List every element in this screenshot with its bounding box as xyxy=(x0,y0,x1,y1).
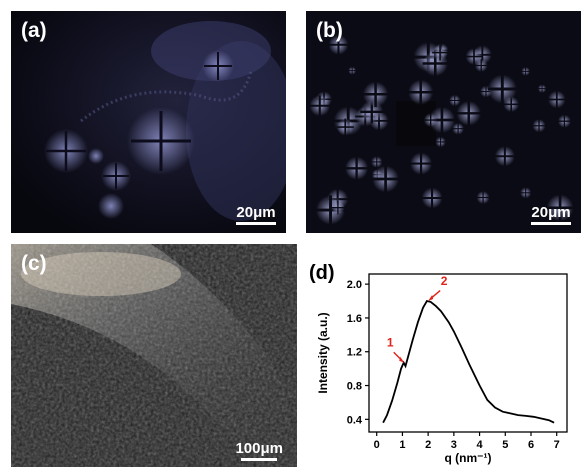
spherulite xyxy=(449,94,461,107)
scale-bar-b-text: 20μm xyxy=(531,204,571,221)
spherulite xyxy=(372,165,400,193)
scale-bar-b: 20μm xyxy=(531,204,571,225)
y-tick-label: 0.8 xyxy=(347,381,362,393)
scale-bar-c-text: 100μm xyxy=(235,440,283,457)
scale-bar-a: 20μm xyxy=(236,204,276,225)
spherulite xyxy=(309,95,331,117)
x-tick-label: 6 xyxy=(528,439,534,451)
x-tick-label: 1 xyxy=(399,439,405,451)
spherulite xyxy=(546,194,574,222)
spherulite xyxy=(452,122,465,135)
y-tick-label: 0.4 xyxy=(347,414,363,426)
panel-a-micrograph: (a) 20μm xyxy=(11,11,286,233)
spherulites-b xyxy=(309,34,574,225)
micrograph-a-image xyxy=(11,11,286,233)
micrograph-c-image xyxy=(11,244,297,467)
spherulite-cluster-a xyxy=(44,50,234,219)
spherulite xyxy=(435,136,446,148)
spherulite xyxy=(456,100,482,126)
spherulite xyxy=(421,187,443,209)
annotation-label: 1 xyxy=(387,336,394,350)
scale-bar-c: 100μm xyxy=(235,440,283,461)
spherulite xyxy=(432,44,448,61)
chart-axes: 0 1 2 3 4 5 6 70.40.81.21.62.0 xyxy=(347,273,568,451)
spherulite xyxy=(494,146,515,167)
spherulite xyxy=(557,114,571,128)
spherulite xyxy=(520,187,532,199)
y-tick-label: 1.2 xyxy=(347,347,362,359)
y-tick-label: 1.6 xyxy=(347,313,362,325)
spherulite xyxy=(423,113,438,127)
scale-bar-b-line xyxy=(531,222,571,225)
spherulite xyxy=(344,156,369,180)
spherulite xyxy=(331,201,345,215)
panel-a-label: (a) xyxy=(21,19,47,42)
micrograph-b-image xyxy=(306,11,581,233)
scale-bar-a-text: 20μm xyxy=(236,204,276,221)
intensity-series-line xyxy=(382,299,555,424)
spherulite xyxy=(521,66,531,76)
y-axis-label: Intensity (a.u.) xyxy=(316,312,330,393)
panel-d-label: (d) xyxy=(309,262,335,284)
spherulite xyxy=(362,81,389,107)
spherulite xyxy=(487,74,517,104)
chart-series xyxy=(382,299,555,424)
panel-c-label: (c) xyxy=(21,252,47,275)
panel-c-micrograph: (c) 100μm xyxy=(11,244,297,467)
spherulite xyxy=(348,66,357,75)
x-tick-label: 0 xyxy=(374,439,380,451)
annotation-arrowhead xyxy=(428,295,434,302)
spherulite xyxy=(476,190,490,205)
spherulite xyxy=(409,152,433,175)
spherulite xyxy=(547,90,566,109)
spherulite xyxy=(532,119,546,133)
plot-frame xyxy=(368,273,568,433)
x-tick-label: 3 xyxy=(451,439,457,451)
x-axis-label: q (nm⁻¹) xyxy=(445,451,492,465)
chart-annotations: 12 xyxy=(387,274,448,363)
scale-bar-a-line xyxy=(236,222,276,225)
panel-b-label: (b) xyxy=(316,19,343,42)
spherulite xyxy=(371,156,383,168)
spherulite xyxy=(408,79,434,105)
spherulite xyxy=(537,84,547,93)
annotation-arrowhead xyxy=(399,356,405,363)
y-tick-label: 2.0 xyxy=(347,279,362,291)
spherulite xyxy=(328,34,349,55)
x-tick-label: 5 xyxy=(502,439,508,451)
spherulite xyxy=(336,118,354,136)
x-tick-label: 4 xyxy=(477,439,484,451)
x-tick-label: 2 xyxy=(425,439,431,451)
panel-b-micrograph: (b) 20μm xyxy=(306,11,581,233)
scale-bar-c-line xyxy=(241,458,278,461)
x-tick-label: 7 xyxy=(554,439,560,451)
spherulite xyxy=(465,48,483,65)
intensity-chart: 0 1 2 3 4 5 6 70.40.81.21.62.0 12 q (nm⁻¹) Inte… xyxy=(316,273,568,465)
annotation-label: 2 xyxy=(441,274,448,288)
